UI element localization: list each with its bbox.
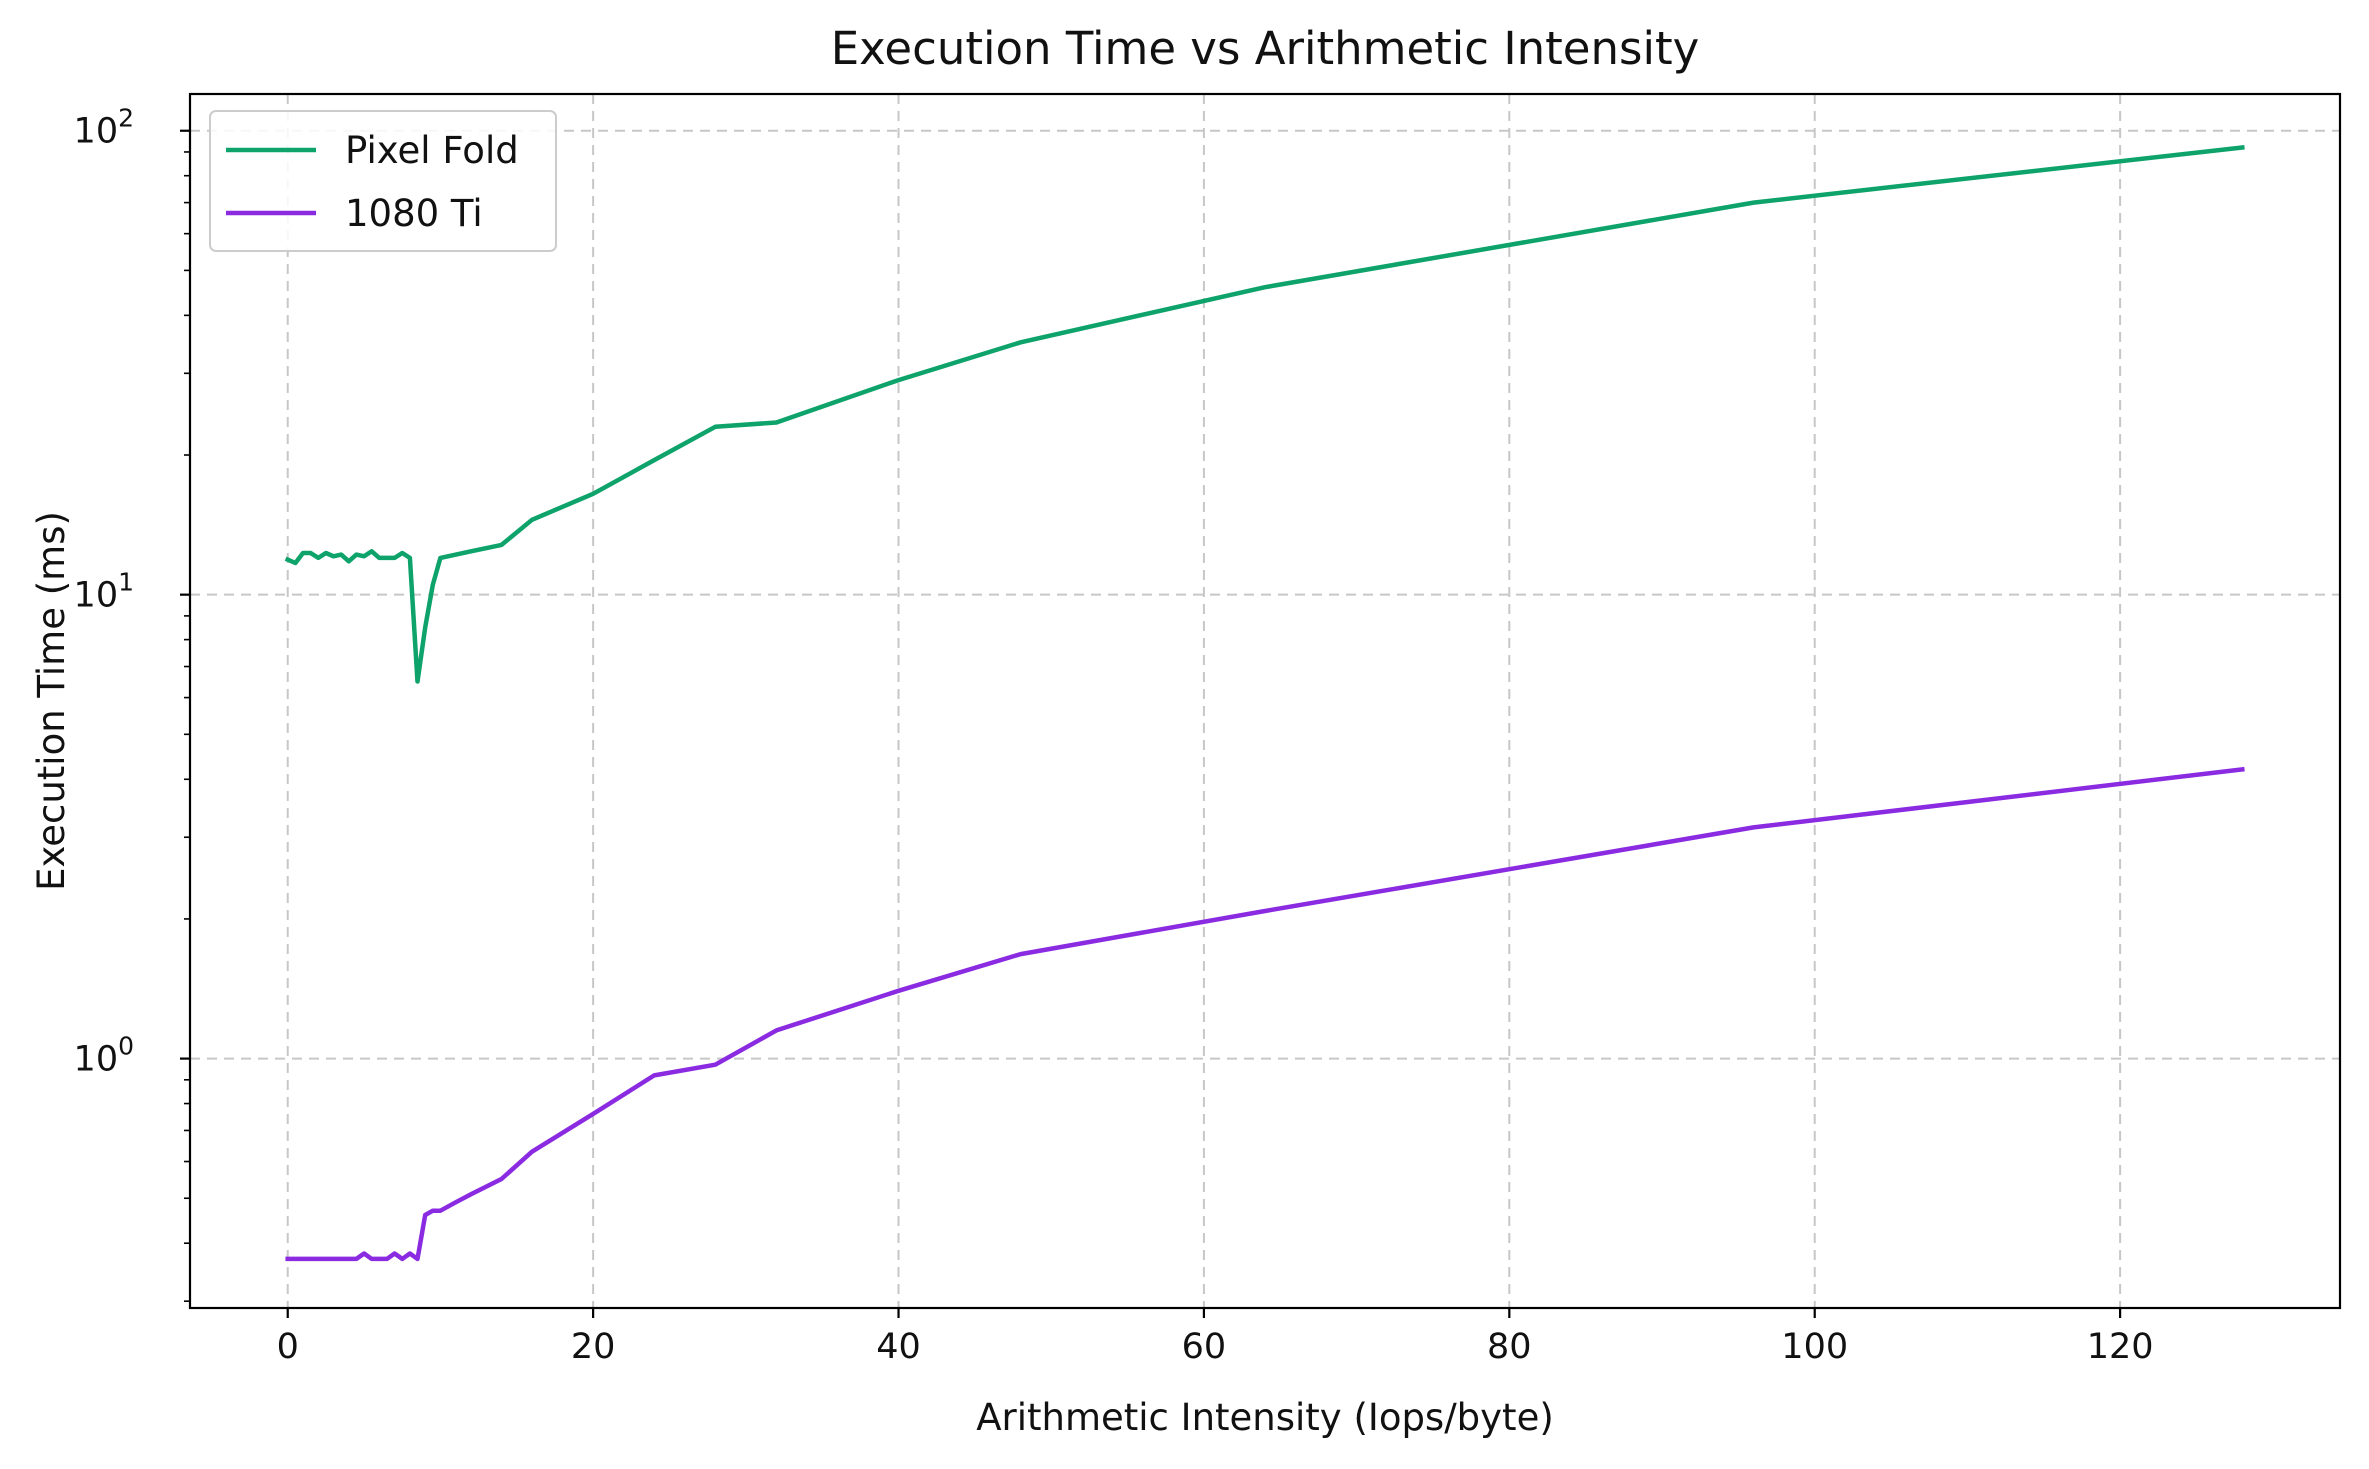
y-tick-base: 10 bbox=[74, 112, 119, 152]
x-tick-label: 0 bbox=[277, 1327, 299, 1367]
x-tick-label: 60 bbox=[1182, 1327, 1227, 1367]
plot-series bbox=[284, 145, 2245, 1262]
y-tick-exponent: 1 bbox=[118, 568, 134, 597]
grid bbox=[190, 94, 2340, 1308]
chart-title: Execution Time vs Arithmetic Intensity bbox=[831, 22, 1699, 75]
legend-label-1080-ti: 1080 Ti bbox=[345, 192, 483, 235]
plot-area-frame bbox=[188, 92, 2342, 1310]
y-tick-label: 100 bbox=[74, 1032, 134, 1080]
x-axis-label: Arithmetic Intensity (Iops/byte) bbox=[976, 1396, 1554, 1439]
legend: Pixel Fold 1080 Ti bbox=[209, 110, 557, 252]
y-tick-exponent: 0 bbox=[118, 1032, 134, 1061]
y-tick-label: 102 bbox=[74, 104, 134, 152]
legend-label-pixel-fold: Pixel Fold bbox=[345, 129, 519, 172]
x-tick-label: 120 bbox=[2087, 1327, 2154, 1367]
x-tick-label: 100 bbox=[1781, 1327, 1848, 1367]
y-tick-base: 10 bbox=[74, 576, 119, 616]
x-tick-label: 20 bbox=[571, 1327, 616, 1367]
legend-frame bbox=[209, 110, 557, 252]
x-tick-label: 80 bbox=[1487, 1327, 1532, 1367]
y-tick-base: 10 bbox=[74, 1040, 119, 1080]
y-tick-label: 101 bbox=[74, 568, 134, 616]
series-line-pixel-fold bbox=[284, 145, 2245, 684]
series-line-1080-ti bbox=[285, 766, 2245, 1262]
y-axis-label: Execution Time (ms) bbox=[30, 511, 73, 891]
x-tick-label: 40 bbox=[876, 1327, 921, 1367]
y-tick-exponent: 2 bbox=[118, 104, 134, 133]
